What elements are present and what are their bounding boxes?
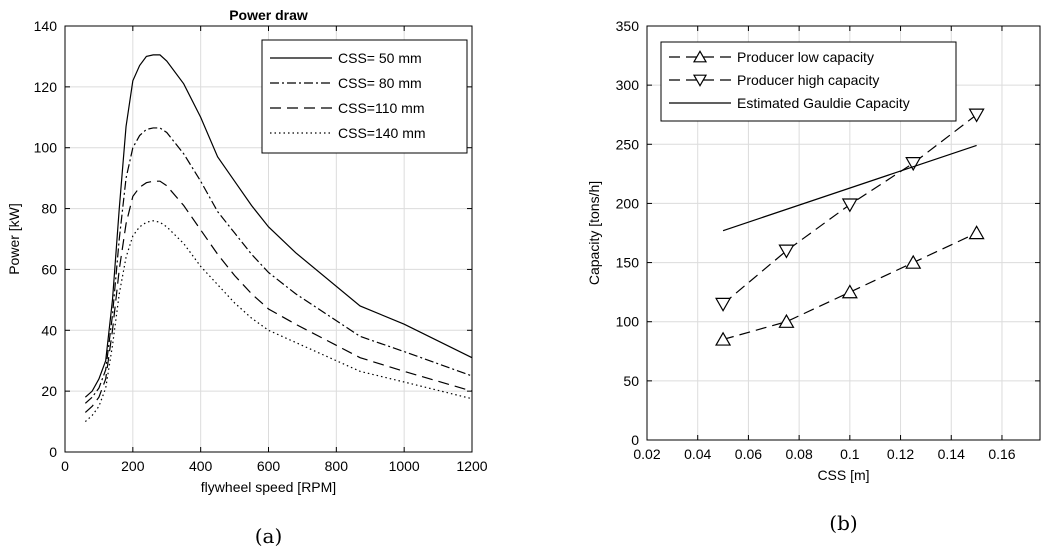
power-draw-chart: 0 200 400 600 800 1000 1200020406080100120140 … <box>6 7 488 548</box>
x-tick-label: 0.14 <box>938 446 965 462</box>
series-line-3 <box>722 144 977 232</box>
legend: CSS= 50 mm CSS= 80 mm CSS=110 mm CSS=140 mm <box>261 39 468 154</box>
caption-b: (b) <box>829 511 857 535</box>
y-tick-label: 250 <box>616 136 640 152</box>
x-axis-label: CSS [m] <box>817 467 869 483</box>
y-tick-label: 100 <box>34 140 58 156</box>
y-tick-label: 80 <box>41 201 57 217</box>
x-tick-label: 0.02 <box>633 446 660 462</box>
x-tick-label: 0.08 <box>786 446 813 462</box>
series-line-2 <box>84 127 473 404</box>
x-tick-label: 0.1 <box>840 446 860 462</box>
x-tick-label: 200 <box>121 458 145 474</box>
y-tick-label: 150 <box>616 255 640 271</box>
data-point-marker <box>905 157 922 172</box>
data-point-marker <box>968 225 985 240</box>
x-tick-label: 0.12 <box>887 446 914 462</box>
x-tick-label: 0.04 <box>684 446 711 462</box>
x-tick-label: 0.06 <box>735 446 762 462</box>
y-tick-label: 50 <box>623 373 639 389</box>
y-tick-label: 100 <box>616 314 640 330</box>
y-tick-label: 40 <box>41 322 57 338</box>
y-tick-label: 200 <box>616 195 640 211</box>
plot-frame <box>646 25 1041 441</box>
x-tick-label: 600 <box>257 458 281 474</box>
legend-marker <box>692 50 708 63</box>
x-tick-label: 1000 <box>389 458 420 474</box>
capacity-chart: 0.02 0.04 0.06 0.08 0.1 0.12 0.14 0.16 0 50 100 150… <box>586 18 1041 535</box>
series-line-3 <box>84 180 473 413</box>
legend: Producer low capacity Producer high capac… <box>660 41 957 122</box>
y-axis-label: Power [kW] <box>6 203 22 275</box>
x-tick-label: 1200 <box>456 458 487 474</box>
legend-marker <box>692 74 708 87</box>
series-line-1 <box>84 54 473 398</box>
x-tick-label: 0 <box>61 458 69 474</box>
caption-a: (a) <box>255 524 283 548</box>
x-tick-label: 0.16 <box>988 446 1015 462</box>
y-tick-label: 300 <box>616 77 640 93</box>
x-tick-label: 800 <box>325 458 349 474</box>
legend-entry-label: Estimated Gauldie Capacity <box>737 95 910 111</box>
chart-title: Power draw <box>229 7 308 23</box>
x-axis-label: flywheel speed [RPM] <box>201 479 336 495</box>
legend-entry-label: CSS= 80 mm <box>338 75 422 91</box>
legend-entry-label: Producer low capacity <box>737 49 874 65</box>
legend-entry-label: CSS=110 mm <box>338 100 425 116</box>
data-point-marker <box>841 198 858 213</box>
y-tick-label: 120 <box>34 79 58 95</box>
data-point-marker <box>968 108 985 123</box>
series-lines <box>84 54 473 423</box>
y-tick-label: 350 <box>616 18 640 34</box>
data-point-marker <box>778 244 795 259</box>
y-tick-label: 20 <box>41 383 57 399</box>
tick-labels: 0 200 400 600 800 1000 1200 0 20 40 60 80 100 120 140 <box>34 18 488 474</box>
legend-box <box>261 39 468 154</box>
y-tick-label: 140 <box>34 18 58 34</box>
y-tick-label: 0 <box>631 432 639 448</box>
legend-entry-label: CSS= 50 mm <box>338 50 422 66</box>
y-axis-label: Capacity [tons/h] <box>586 181 602 285</box>
series-line-1 <box>722 232 977 341</box>
legend-entry-label: CSS=140 mm <box>338 125 426 141</box>
data-point-marker <box>841 284 858 299</box>
data-point-marker <box>905 254 922 269</box>
series-lines <box>715 108 985 346</box>
data-point-marker <box>715 297 732 312</box>
legend-entry-label: Producer high capacity <box>737 72 879 88</box>
y-tick-label: 0 <box>49 444 57 460</box>
y-tick-label: 60 <box>41 261 57 277</box>
series-line-4 <box>84 220 473 423</box>
legend-box <box>660 41 957 122</box>
x-tick-label: 400 <box>189 458 213 474</box>
data-point-marker <box>715 331 732 346</box>
tick-labels: 0.02 0.04 0.06 0.08 0.1 0.12 0.14 0.16 0 50 100 150… <box>616 18 1040 462</box>
data-point-marker <box>778 313 795 328</box>
